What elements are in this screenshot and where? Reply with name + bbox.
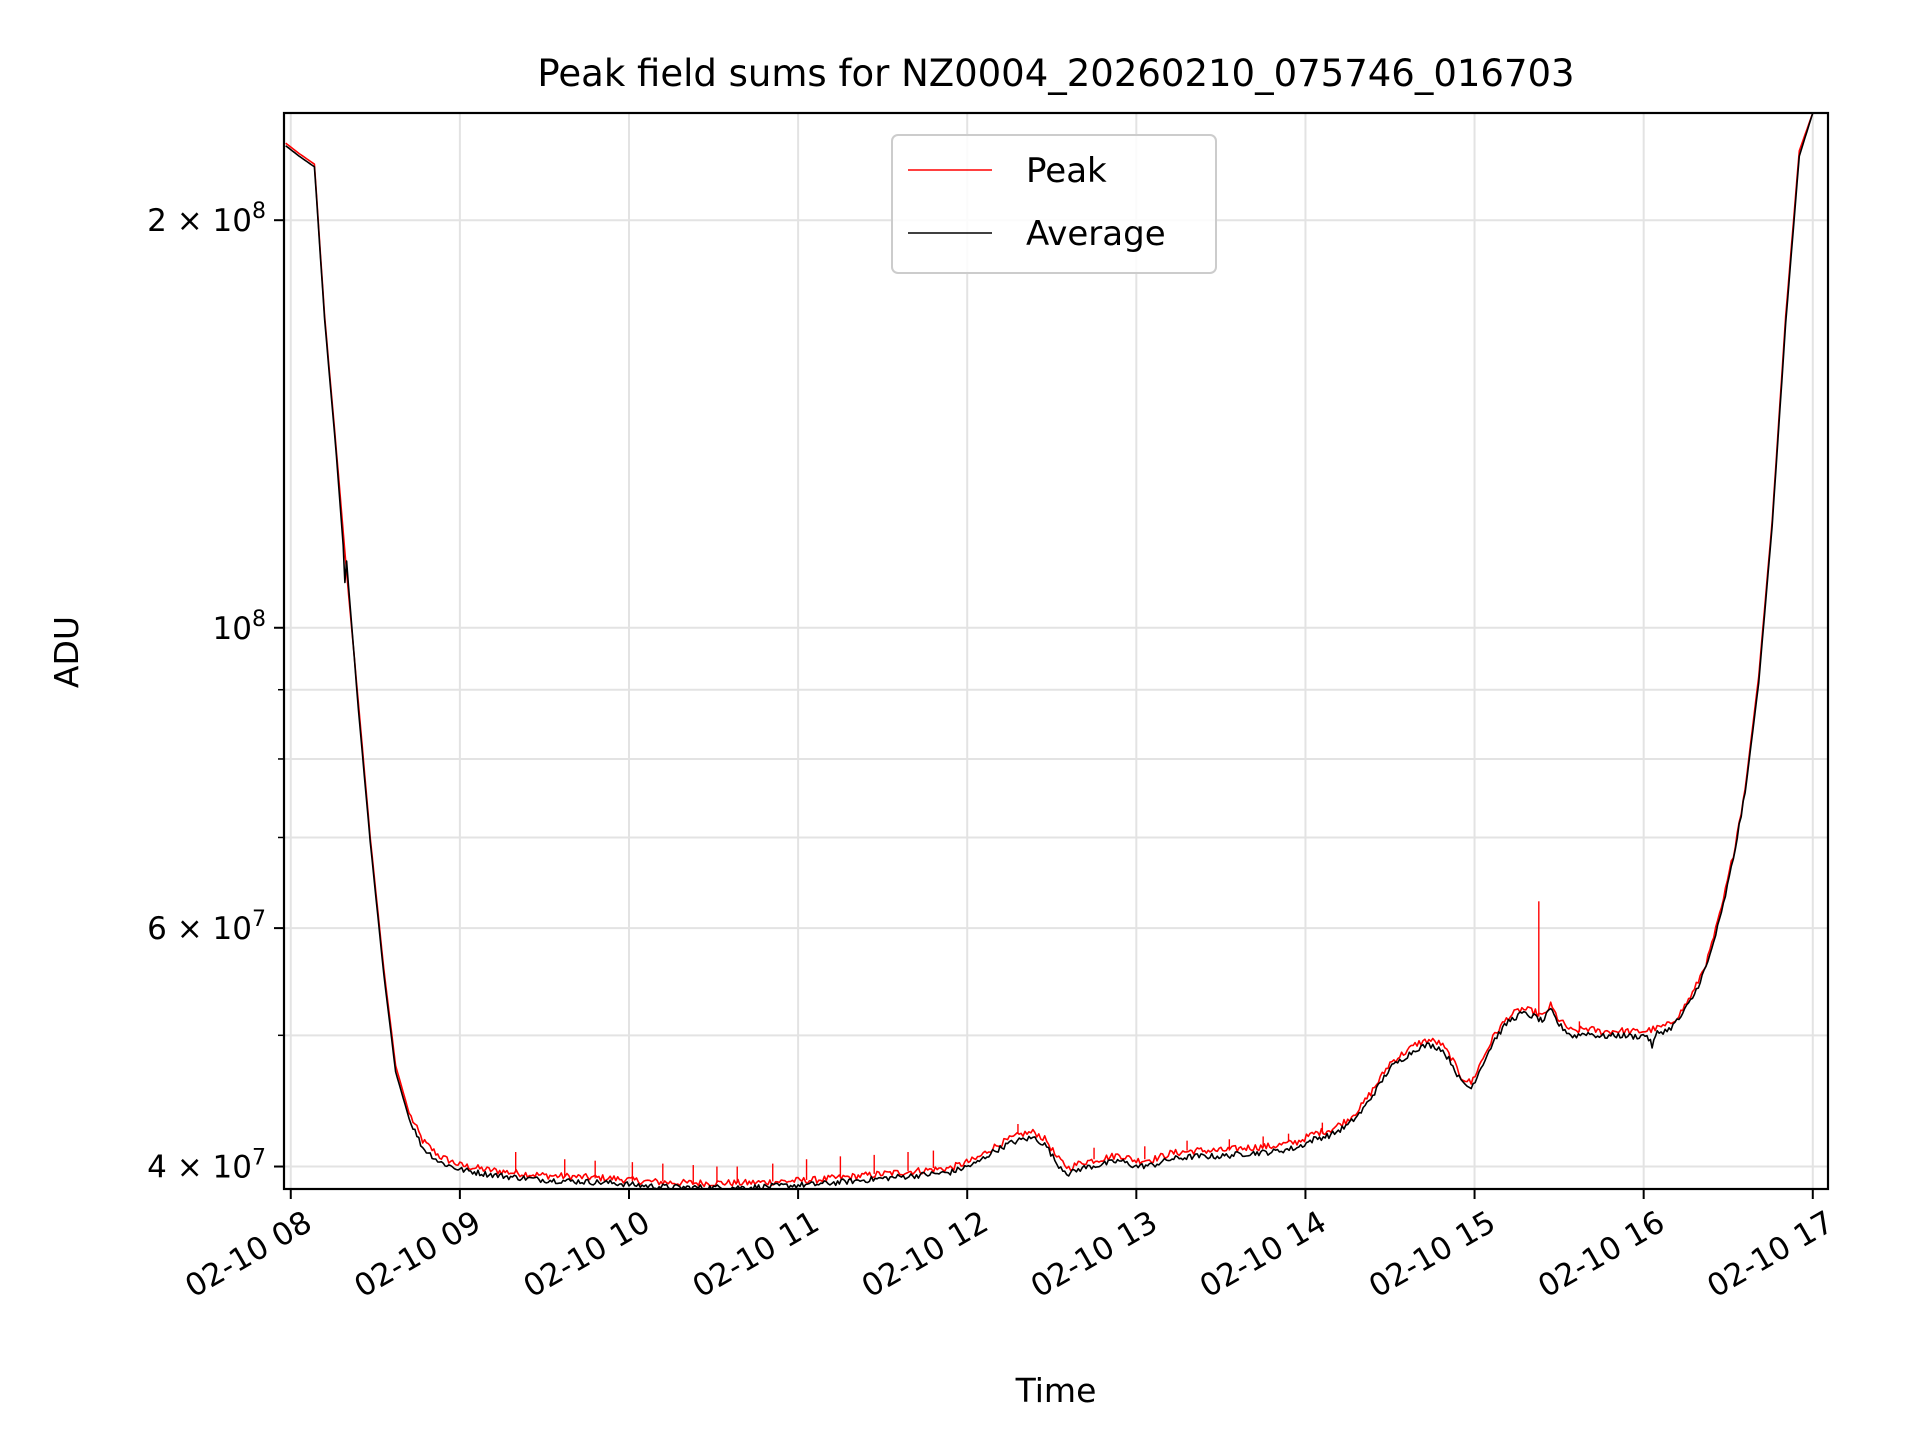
y-tick-label: 4 × 107 — [147, 1146, 266, 1186]
chart-title: Peak field sums for NZ0004_20260210_0757… — [537, 52, 1574, 95]
legend: Peak Average — [891, 134, 1217, 274]
series-group — [285, 113, 1828, 1189]
series-line-average — [285, 113, 1828, 1189]
y-tick-label: 6 × 107 — [147, 907, 266, 947]
y-tick-label: 108 — [213, 607, 266, 647]
x-axis-label: Time — [1015, 1371, 1097, 1410]
plot-frame — [282, 111, 1830, 1191]
y-axis-label: ADU — [47, 616, 86, 688]
y-tick-label: 2 × 108 — [147, 199, 266, 239]
legend-label-peak: Peak — [1026, 151, 1107, 191]
legend-label-average: Average — [1026, 214, 1166, 254]
series-line-peak — [285, 113, 1828, 1188]
